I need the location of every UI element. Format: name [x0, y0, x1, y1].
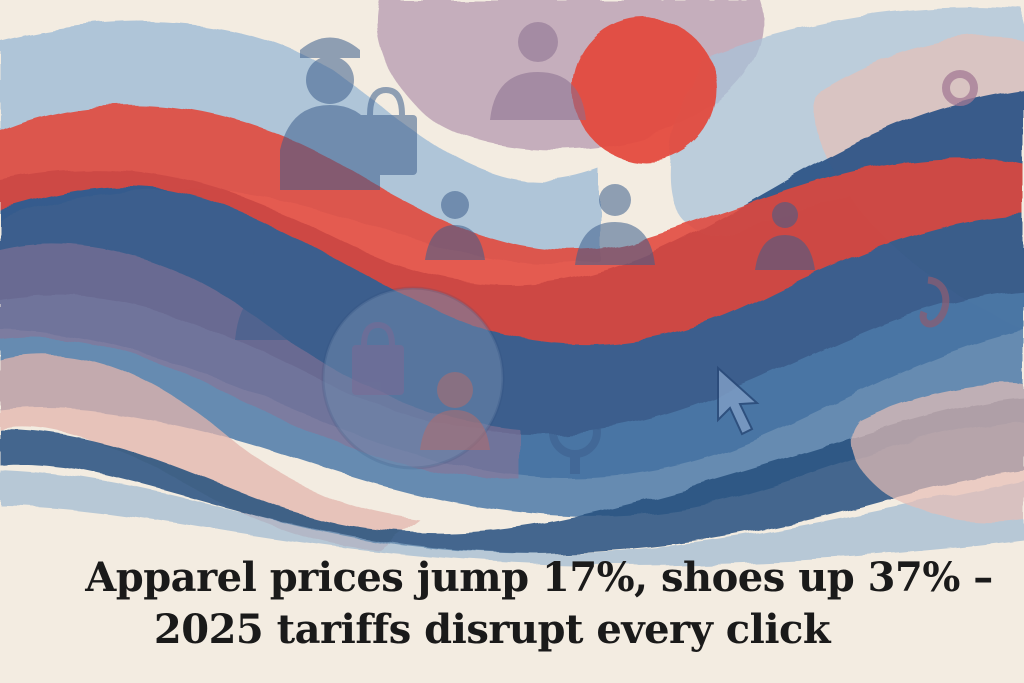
ring-icon — [942, 70, 978, 106]
shopping-bag-icon — [355, 86, 417, 175]
headline-line-1: Apparel prices jump 17%, shoes up 37% – — [85, 554, 993, 601]
person-icon — [575, 184, 655, 265]
pink-blob-bottom-right — [851, 383, 1024, 523]
blue-wave-mid — [0, 290, 1024, 517]
cursor-icon — [717, 365, 760, 436]
person-icon — [755, 202, 815, 270]
shopping-bag-icon — [352, 321, 404, 395]
pink-wave-bottom-left — [0, 354, 420, 550]
sun-circle-icon — [573, 18, 717, 162]
person-icon — [490, 22, 586, 120]
headline: Apparel prices jump 17%, shoes up 37% – … — [0, 552, 1024, 656]
navy-wave-bottom — [0, 398, 1024, 554]
search-magnifier-icon — [549, 406, 601, 474]
person-icon — [420, 372, 490, 450]
person-icon — [425, 191, 485, 260]
red-band — [0, 104, 1024, 345]
light-blue-wave-bottom — [0, 470, 1024, 565]
person-icon — [235, 240, 309, 340]
square-icon — [779, 302, 819, 342]
headline-line-2: 2025 tariffs disrupt every click — [153, 606, 831, 653]
hook-icon — [919, 276, 950, 328]
